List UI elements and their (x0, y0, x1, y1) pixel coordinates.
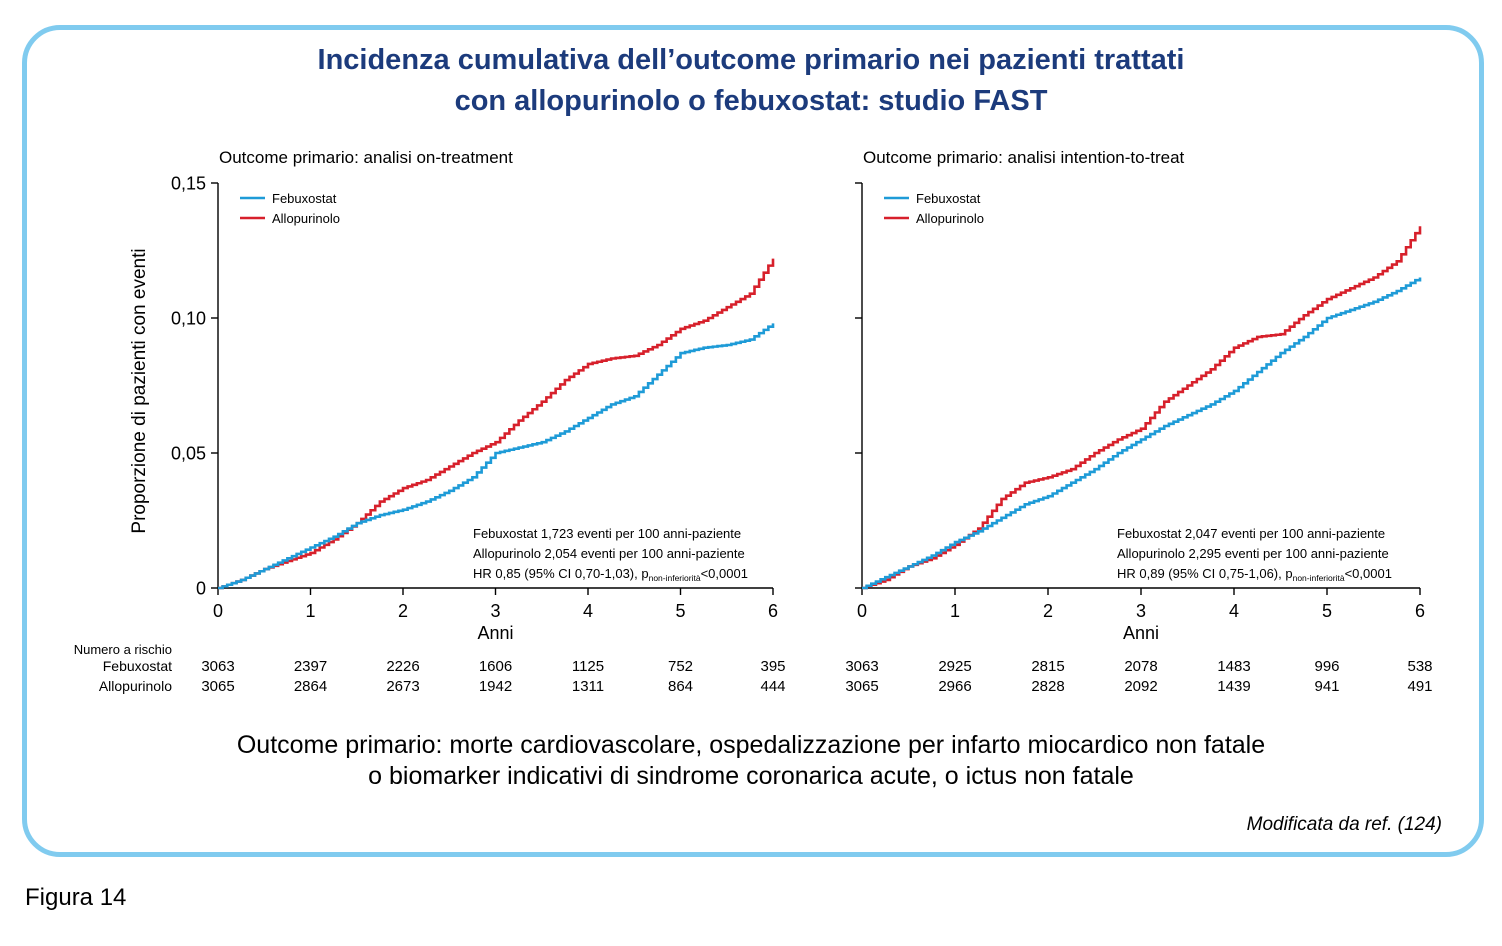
legend-label: Febuxostat (272, 191, 337, 206)
at-risk-value: 3063 (845, 658, 878, 675)
at-risk-value: 2078 (1124, 658, 1157, 675)
x-axis-label: Anni (477, 623, 513, 643)
x-tick-label: 4 (583, 601, 593, 621)
annotation-hr-main: HR 0,85 (95% CI 0,70-1,03), p (473, 566, 649, 581)
x-tick-label: 5 (675, 601, 685, 621)
at-risk-value: 752 (668, 658, 693, 675)
at-risk-value: 395 (760, 658, 785, 675)
at-risk-header: Numero a rischio (74, 642, 172, 657)
series-line-allopurinolo (218, 258, 775, 590)
figure-caption: Outcome primario: morte cardiovascolare,… (40, 730, 1462, 792)
at-risk-value: 2673 (386, 678, 419, 695)
at-risk-value: 3063 (201, 658, 234, 675)
y-tick-label: 0,05 (171, 444, 206, 464)
figure-title-line-1: Incidenza cumulativa dell’outcome primar… (317, 44, 1185, 76)
annotation-hr-tail: <0,0001 (1345, 566, 1392, 581)
annotation-hr-tail: <0,0001 (701, 566, 748, 581)
legend-label: Allopurinolo (916, 211, 984, 226)
chart-panel-1: Outcome primario: analisi on-treatment00… (129, 148, 786, 695)
at-risk-table: Numero a rischio Febuxostat Allopurinolo (74, 642, 172, 694)
figure-caption-line-2: o biomarker indicativi di sindrome coron… (368, 762, 1134, 790)
series-line-febuxostat (862, 277, 1422, 590)
at-risk-value: 2966 (938, 678, 971, 695)
figure-title: Incidenza cumulativa dell’outcome primar… (40, 40, 1462, 122)
x-tick-label: 1 (950, 601, 960, 621)
series-line-febuxostat (218, 323, 775, 590)
at-risk-row-label-allopurinolo: Allopurinolo (99, 678, 172, 694)
figure-title-line-2: con allopurinolo o febuxostat: studio FA… (454, 85, 1048, 117)
figure-source: Modificata da ref. (124) (1246, 814, 1442, 835)
at-risk-row-label-febuxostat: Febuxostat (103, 658, 172, 674)
figure-frame (22, 25, 1484, 857)
x-axis-label: Anni (1123, 623, 1159, 643)
annotation-hr-subscript: non-inferiorità (649, 573, 701, 583)
x-tick-label: 0 (857, 601, 867, 621)
annotation-line: Allopurinolo 2,295 eventi per 100 anni-p… (1117, 546, 1389, 561)
at-risk-value: 3065 (201, 678, 234, 695)
at-risk-value: 3065 (845, 678, 878, 695)
figure-number-label: Figura 14 (25, 884, 127, 911)
annotation-hr-line: HR 0,89 (95% CI 0,75-1,06), pnon-inferio… (1117, 566, 1392, 583)
x-tick-label: 2 (398, 601, 408, 621)
legend-label: Allopurinolo (272, 211, 340, 226)
x-tick-label: 0 (213, 601, 223, 621)
y-axis-label: Proporzione di pazienti con eventi (129, 248, 150, 533)
x-tick-label: 2 (1043, 601, 1053, 621)
figure-caption-line-1: Outcome primario: morte cardiovascolare,… (236, 731, 1266, 759)
at-risk-value: 2815 (1031, 658, 1064, 675)
chart-subtitle: Outcome primario: analisi intention-to-t… (863, 148, 1185, 167)
x-tick-label: 6 (768, 601, 778, 621)
at-risk-value: 2828 (1031, 678, 1064, 695)
x-tick-label: 5 (1322, 601, 1332, 621)
at-risk-value: 1311 (572, 678, 604, 695)
annotation-line: Febuxostat 2,047 eventi per 100 anni-paz… (1117, 526, 1385, 541)
at-risk-value: 996 (1314, 658, 1339, 675)
y-tick-label: 0,15 (171, 174, 206, 194)
at-risk-value: 1483 (1217, 658, 1250, 675)
at-risk-value: 2925 (938, 658, 971, 675)
annotation-hr-subscript: non-inferiorità (1293, 573, 1345, 583)
x-tick-label: 1 (305, 601, 315, 621)
annotation-line: Febuxostat 1,723 eventi per 100 anni-paz… (473, 526, 741, 541)
chart-panel-2: Outcome primario: analisi intention-to-t… (845, 148, 1432, 695)
at-risk-value: 1942 (479, 678, 512, 695)
at-risk-value: 1125 (572, 658, 604, 675)
y-tick-label: 0,10 (171, 309, 206, 329)
annotation-hr-line: HR 0,85 (95% CI 0,70-1,03), pnon-inferio… (473, 566, 748, 583)
x-tick-label: 3 (1136, 601, 1146, 621)
annotation-hr-main: HR 0,89 (95% CI 0,75-1,06), p (1117, 566, 1293, 581)
at-risk-value: 864 (668, 678, 693, 695)
x-tick-label: 4 (1229, 601, 1239, 621)
at-risk-value: 2864 (294, 678, 327, 695)
at-risk-value: 2397 (294, 658, 327, 675)
legend-label: Febuxostat (916, 191, 981, 206)
at-risk-value: 538 (1407, 658, 1432, 675)
chart-subtitle: Outcome primario: analisi on-treatment (219, 148, 513, 167)
at-risk-value: 1606 (479, 658, 512, 675)
at-risk-value: 491 (1407, 678, 1432, 695)
annotation-line: Allopurinolo 2,054 eventi per 100 anni-p… (473, 546, 745, 561)
x-tick-label: 3 (490, 601, 500, 621)
x-tick-label: 6 (1415, 601, 1425, 621)
y-tick-label: 0 (196, 579, 206, 599)
at-risk-value: 2226 (386, 658, 419, 675)
at-risk-value: 1439 (1217, 678, 1250, 695)
at-risk-value: 2092 (1124, 678, 1157, 695)
at-risk-value: 444 (760, 678, 785, 695)
at-risk-value: 941 (1314, 678, 1339, 695)
